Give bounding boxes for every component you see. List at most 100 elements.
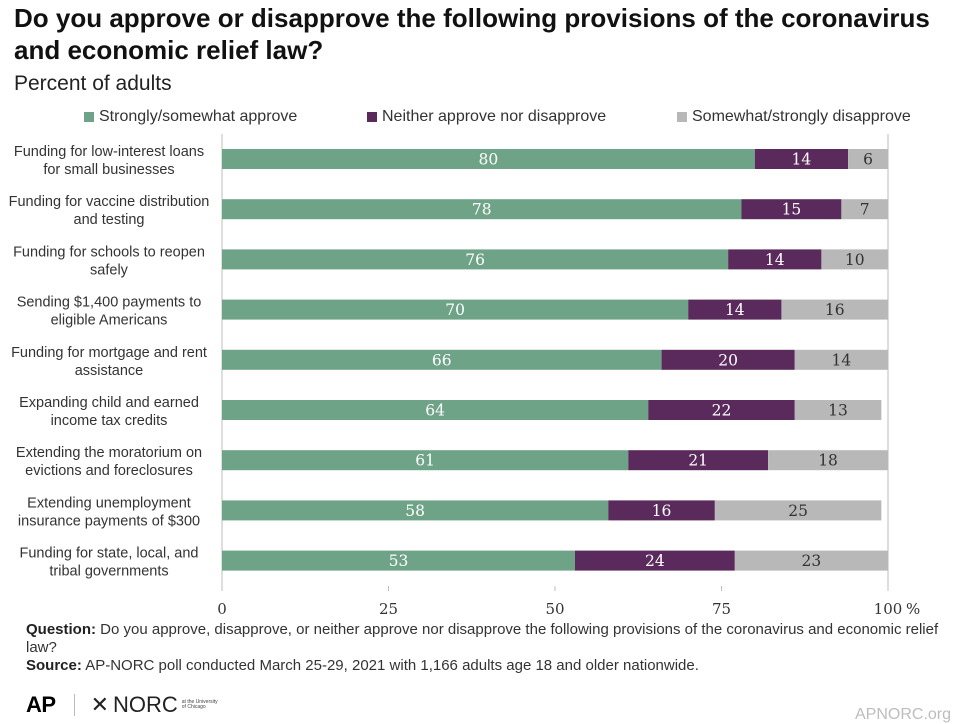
- bar-segment: [608, 500, 715, 521]
- bar-segment: [222, 550, 575, 571]
- category-label: Expanding child and earned income tax cre…: [19, 395, 199, 429]
- category-label-line: evictions and foreclosures: [25, 463, 193, 479]
- category-label-line: tribal governments: [49, 564, 168, 580]
- category-label-line: Funding for vaccine distribution: [9, 194, 210, 210]
- bar-segment: [848, 149, 888, 169]
- data-label: 78: [472, 201, 492, 219]
- category-label-line: Extending unemployment: [27, 495, 191, 511]
- chart-subtitle: Percent of adults: [14, 72, 172, 95]
- bar-segment: [768, 450, 888, 471]
- norc-star-icon: ✕: [90, 692, 109, 717]
- bar-segment: [222, 500, 609, 521]
- data-label: 14: [725, 301, 745, 319]
- category-label-line: Funding for mortgage and rent: [11, 345, 207, 361]
- data-label: 22: [712, 402, 732, 420]
- bar-segment: [222, 199, 742, 220]
- data-label: 64: [425, 402, 445, 420]
- site-url: APNORC.org: [855, 706, 952, 723]
- chart-notes: Question: Do you approve, disapprove, or…: [26, 621, 946, 675]
- stacked-bar-chart: Funding for low-interest loans for small …: [9, 134, 920, 618]
- bar-segment: [794, 400, 882, 420]
- category-label-line: Funding for state, local, and: [20, 546, 199, 562]
- category-label: Funding for low-interest loans for small …: [14, 144, 204, 178]
- legend-item-disapprove: Somewhat/strongly disapprove: [677, 106, 911, 128]
- x-tick-label: 100: [874, 600, 903, 618]
- norc-logo-text: NORC: [113, 692, 178, 717]
- data-label: 25: [788, 502, 808, 520]
- source-note: Source: AP-NORC poll conducted March 25-…: [26, 657, 946, 675]
- category-label: Funding for state, local, and tribal gove…: [20, 546, 199, 580]
- bar-segment: [688, 299, 782, 320]
- question-label: Question:: [26, 621, 96, 638]
- data-label: 14: [832, 351, 852, 369]
- data-label: 66: [432, 351, 452, 369]
- data-label: 16: [652, 502, 672, 520]
- data-label: 18: [818, 452, 838, 470]
- ap-logo: AP: [26, 692, 56, 717]
- data-label: 61: [415, 452, 435, 470]
- legend-swatch-approve: [84, 112, 94, 122]
- data-label: 76: [465, 251, 485, 269]
- logo-divider: [73, 694, 75, 716]
- category-label-line: safely: [90, 262, 129, 278]
- chart-title: Do you approve or disapprove the followi…: [14, 3, 930, 65]
- category-label-line: Funding for low-interest loans: [14, 144, 204, 160]
- bar-segment: [794, 349, 888, 370]
- legend-label-disapprove: Somewhat/strongly disapprove: [692, 108, 911, 125]
- bar-segment: [222, 450, 629, 471]
- source-label: Source:: [26, 657, 82, 674]
- legend-swatch-disapprove: [677, 112, 687, 122]
- category-label-line: income tax credits: [51, 413, 168, 429]
- chart-legend: Strongly/somewhat approve Neither approv…: [0, 106, 978, 128]
- norc-logo-subtext: at the University of Chicago: [181, 699, 218, 710]
- data-label: 21: [688, 452, 708, 470]
- data-label: 70: [445, 301, 465, 319]
- data-label: 24: [645, 552, 665, 570]
- question-note: Question: Do you approve, disapprove, or…: [26, 621, 946, 657]
- bar-segment: [754, 149, 849, 169]
- data-label: 80: [479, 151, 499, 169]
- category-label-line: eligible Americans: [51, 313, 168, 329]
- bar-segment: [741, 199, 842, 220]
- logos: AP ✕ NORC at the University of Chicago: [26, 692, 218, 718]
- bar-segment: [728, 249, 822, 270]
- x-axis-unit: %: [906, 600, 920, 618]
- legend-label-neither: Neither approve nor disapprove: [382, 108, 607, 125]
- bar-segment: [222, 400, 649, 420]
- bar-segment: [222, 349, 662, 370]
- data-label: 20: [718, 351, 738, 369]
- bar-segment: [628, 450, 769, 471]
- category-label-line: Funding for schools to reopen: [13, 244, 205, 260]
- data-label: 15: [782, 201, 802, 219]
- data-label: 58: [405, 502, 425, 520]
- bar-segment: [222, 249, 729, 270]
- category-label: Sending $1,400 payments to eligible Ameri…: [17, 295, 202, 329]
- bar-segment: [734, 550, 888, 571]
- category-label-line: Sending $1,400 payments to: [17, 295, 202, 311]
- bar-segment: [821, 249, 888, 270]
- x-tick-label: 25: [379, 600, 398, 618]
- bar-segment: [781, 299, 888, 320]
- data-label: 10: [845, 251, 865, 269]
- category-label: Funding for vaccine distribution and test…: [9, 194, 210, 228]
- data-label: 13: [828, 402, 848, 420]
- data-label: 7: [860, 201, 870, 219]
- category-label-line: Extending the moratorium on: [16, 445, 202, 461]
- category-label-line: for small businesses: [43, 162, 174, 178]
- category-label-line: Expanding child and earned: [19, 395, 199, 411]
- category-label-line: and testing: [74, 212, 145, 228]
- bar-segment: [574, 550, 735, 571]
- x-tick-label: 75: [712, 600, 731, 618]
- data-label: 6: [863, 151, 873, 169]
- category-label: Extending unemployment insurance payments…: [18, 495, 200, 529]
- bar-segment: [222, 299, 689, 320]
- category-label: Funding for schools to reopen safely: [13, 244, 205, 278]
- bar-segment: [661, 349, 795, 370]
- question-text: Do you approve, disapprove, or neither a…: [26, 621, 939, 656]
- data-label: 14: [765, 251, 785, 269]
- data-label: 14: [792, 151, 812, 169]
- category-label: Funding for mortgage and rent assistance: [11, 345, 207, 379]
- legend-item-neither: Neither approve nor disapprove: [367, 106, 606, 128]
- bar-segment: [222, 149, 755, 169]
- data-label: 53: [389, 552, 409, 570]
